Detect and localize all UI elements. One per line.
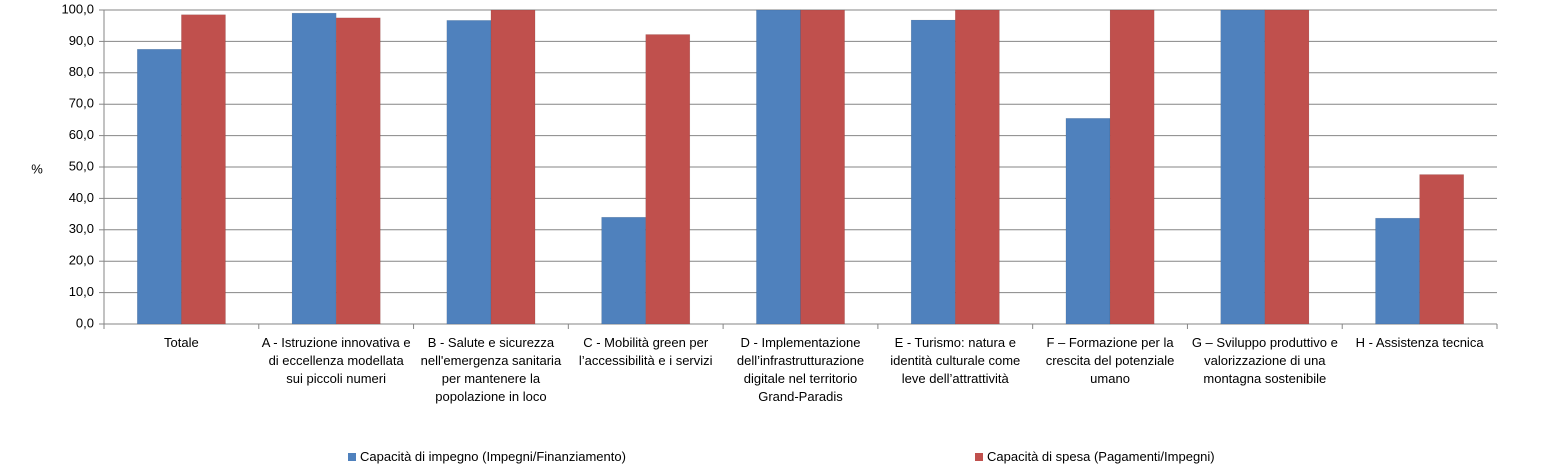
y-tick-label: 60,0 (69, 127, 94, 142)
x-tick-label: H - Assistenza tecnica (1355, 335, 1484, 350)
y-axis-label: % (31, 161, 43, 176)
bar (910, 19, 956, 325)
y-tick-label: 100,0 (61, 1, 94, 16)
bar (1065, 118, 1111, 325)
bar (446, 20, 492, 325)
bar (1264, 9, 1310, 325)
y-tick-label: 90,0 (69, 33, 94, 48)
y-tick-label: 40,0 (69, 190, 94, 205)
legend-swatch (975, 453, 983, 461)
bar (1375, 217, 1420, 325)
y-tick-label: 0,0 (76, 315, 94, 330)
x-tick-label: G – Sviluppo produttivo e valorizzazione… (1191, 335, 1338, 386)
bar (601, 216, 646, 325)
bar (1419, 174, 1464, 325)
y-tick-label: 10,0 (69, 284, 94, 299)
legend-swatch (348, 453, 356, 461)
x-tick-label: F – Formazione per la crescita del poten… (1045, 335, 1175, 386)
x-tick-label: E - Turismo: natura e identità culturale… (890, 335, 1021, 386)
y-tick-label: 70,0 (69, 96, 94, 111)
x-tick-label: Totale (164, 335, 199, 350)
x-tick-label: D - Implementazione dell’infrastrutturaz… (736, 335, 865, 404)
bar (800, 9, 845, 325)
y-tick-label: 30,0 (69, 221, 94, 236)
bar (645, 34, 691, 325)
bar (955, 9, 1000, 325)
bar (756, 9, 801, 325)
bar (335, 17, 381, 325)
bar (181, 14, 226, 325)
bar (291, 12, 337, 325)
x-tick-label: A - Istruzione innovativa e di eccellenz… (261, 335, 411, 386)
legend-label: Capacità di impegno (Impegni/Finanziamen… (360, 449, 626, 464)
bar (490, 9, 536, 325)
bar (1109, 9, 1155, 325)
y-tick-label: 80,0 (69, 64, 94, 79)
legend-label: Capacità di spesa (Pagamenti/Impegni) (987, 449, 1215, 464)
bar (1220, 9, 1266, 325)
x-tick-label: B - Salute e sicurezza nell'emergenza sa… (420, 335, 562, 404)
y-tick-label: 20,0 (69, 253, 94, 268)
x-tick-label: C - Mobilità green per l’accessibilità e… (578, 335, 713, 368)
bar (137, 49, 182, 325)
y-tick-label: 50,0 (69, 158, 94, 173)
